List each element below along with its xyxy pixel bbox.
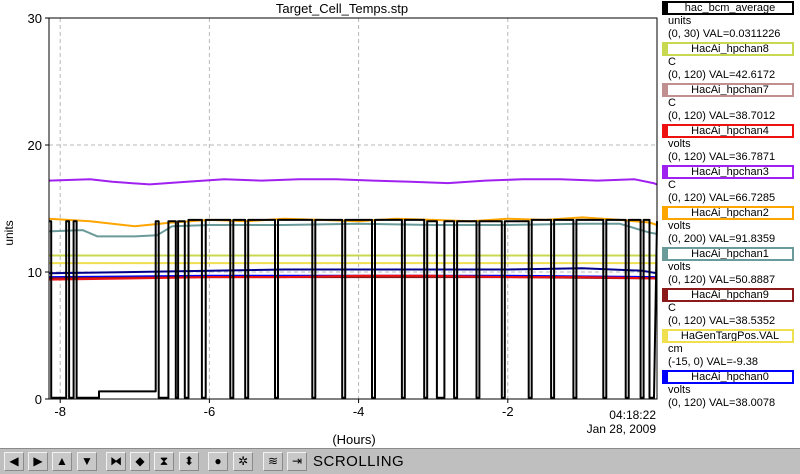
zoom-in-x-icon: ⧓	[110, 454, 122, 468]
record-icon: ●	[214, 454, 222, 468]
x-axis-label: (Hours)	[332, 432, 375, 447]
zoom-in-x-button[interactable]: ⧓	[106, 452, 126, 471]
legend-item-hagentargpos-val[interactable]: HaGenTargPos.VAL cm (-15, 0) VAL=-9.38	[658, 329, 800, 370]
legend-unit: volts	[668, 261, 691, 273]
legend-unit: units	[668, 15, 692, 27]
scroll-down-button[interactable]: ▼	[77, 452, 97, 471]
autoscale-icon: ≋	[267, 454, 279, 468]
legend-name[interactable]: HacAi_hpchan1	[662, 247, 794, 261]
legend-range: (0, 120) VAL=42.6172	[668, 69, 776, 81]
legend-range: (0, 120) VAL=66.7285	[668, 192, 776, 204]
y-tick-label: 10	[28, 265, 42, 280]
scroll-status: SCROLLING	[313, 453, 405, 470]
legend-range: (0, 30) VAL=0.0311226	[668, 28, 781, 40]
legend-unit: C	[668, 97, 676, 109]
chart-title: Target_Cell_Temps.stp	[276, 1, 408, 16]
legend-item-hacai-hpchan7[interactable]: HacAi_hpchan7 C (0, 120) VAL=38.7012	[658, 83, 800, 124]
scroll-up-button[interactable]: ▲	[52, 452, 72, 471]
legend-unit: C	[668, 179, 676, 191]
scroll-latest-icon: ⇥	[291, 454, 303, 468]
legend-range: (-15, 0) VAL=-9.38	[668, 356, 758, 368]
legend-name[interactable]: HaGenTargPos.VAL	[662, 329, 794, 343]
zoom-out-x-icon: ◆	[135, 454, 145, 468]
legend-range: (0, 120) VAL=38.5352	[668, 315, 776, 327]
y-tick-label: 0	[35, 392, 42, 407]
options-button[interactable]: ✲	[233, 452, 253, 471]
legend-name[interactable]: HacAi_hpchan0	[662, 370, 794, 384]
series-line-hacai-hpchan1	[48, 267, 658, 275]
legend-item-hacai-hpchan9[interactable]: HacAi_hpchan9 C (0, 120) VAL=38.5352	[658, 288, 800, 329]
legend-item-hac-bcm-average[interactable]: hac_bcm_average units (0, 30) VAL=0.031122…	[658, 1, 800, 42]
zoom-out-y-button[interactable]: ⬍	[179, 452, 199, 471]
arrow-down-icon: ▼	[81, 454, 93, 468]
autoscale-button[interactable]: ≋	[263, 452, 283, 471]
legend-name[interactable]: HacAi_hpchan3	[662, 165, 794, 179]
series-line-hac-bcm-average	[49, 218, 658, 399]
legend: hac_bcm_average units (0, 30) VAL=0.031122…	[658, 0, 800, 446]
scroll-left-button[interactable]: ◀	[4, 452, 24, 471]
legend-range: (0, 120) VAL=38.7012	[668, 110, 776, 122]
x-tick-label: -4	[353, 404, 365, 419]
legend-range: (0, 200) VAL=91.8359	[668, 233, 776, 245]
legend-item-hacai-hpchan2[interactable]: HacAi_hpchan2 volts (0, 200) VAL=91.8359	[658, 206, 800, 247]
y-tick-label: 20	[28, 138, 42, 153]
legend-item-hacai-hpchan0[interactable]: HacAi_hpchan0 volts (0, 120) VAL=38.0078	[658, 370, 800, 411]
legend-name[interactable]: HacAi_hpchan2	[662, 206, 794, 220]
legend-name[interactable]: hac_bcm_average	[662, 1, 794, 15]
arrow-right-icon: ▶	[33, 454, 43, 468]
legend-item-hacai-hpchan4[interactable]: HacAi_hpchan4 volts (0, 120) VAL=36.7871	[658, 124, 800, 165]
y-tick-label: 30	[28, 11, 42, 26]
scroll-right-button[interactable]: ▶	[28, 452, 48, 471]
gear-icon: ✲	[237, 454, 249, 468]
legend-item-hacai-hpchan3[interactable]: HacAi_hpchan3 C (0, 120) VAL=66.7285	[658, 165, 800, 206]
legend-name[interactable]: HacAi_hpchan4	[662, 124, 794, 138]
x-tick-label: -6	[204, 404, 216, 419]
arrow-up-icon: ▲	[56, 454, 68, 468]
record-button[interactable]: ●	[208, 452, 228, 471]
legend-unit: C	[668, 56, 676, 68]
legend-range: (0, 120) VAL=36.7871	[668, 151, 776, 163]
toolbar: SCROLLING ◀ ▶ ▲ ▼ ⧓ ◆ ⧗ ⬍ ● ✲ ≋ ⇥	[0, 448, 800, 474]
end-date-label: Jan 28, 2009	[587, 422, 657, 436]
legend-item-hacai-hpchan1[interactable]: HacAi_hpchan1 volts (0, 120) VAL=50.8887	[658, 247, 800, 288]
scroll-latest-button[interactable]: ⇥	[287, 452, 307, 471]
zoom-out-x-button[interactable]: ◆	[130, 452, 150, 471]
arrow-left-icon: ◀	[9, 454, 19, 468]
series-line-hacai-hpchan3	[48, 178, 658, 186]
legend-unit: volts	[668, 138, 691, 150]
x-tick-label: -2	[502, 404, 514, 419]
zoom-out-y-icon: ⬍	[183, 454, 195, 468]
legend-name[interactable]: HacAi_hpchan8	[662, 42, 794, 56]
plot-frame	[48, 17, 658, 400]
legend-unit: volts	[668, 220, 691, 232]
legend-name[interactable]: HacAi_hpchan9	[662, 288, 794, 302]
legend-unit: volts	[668, 384, 691, 396]
legend-range: (0, 120) VAL=50.8887	[668, 274, 776, 286]
legend-name[interactable]: HacAi_hpchan7	[662, 83, 794, 97]
y-axis-label: units	[2, 220, 16, 245]
x-tick-label: -8	[54, 404, 66, 419]
zoom-in-y-button[interactable]: ⧗	[154, 452, 174, 471]
zoom-in-y-icon: ⧗	[159, 454, 169, 468]
legend-unit: cm	[668, 343, 683, 355]
legend-range: (0, 120) VAL=38.0078	[668, 397, 776, 409]
end-time-label: 04:18:22	[609, 408, 656, 422]
legend-unit: C	[668, 302, 676, 314]
legend-item-hacai-hpchan8[interactable]: HacAi_hpchan8 C (0, 120) VAL=42.6172	[658, 42, 800, 83]
